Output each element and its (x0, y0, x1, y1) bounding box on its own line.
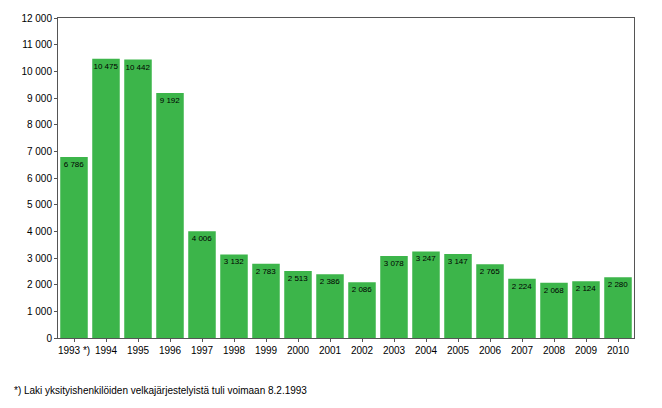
svg-text:1 000: 1 000 (27, 306, 52, 317)
svg-text:3 147: 3 147 (448, 257, 469, 266)
svg-text:8 000: 8 000 (27, 119, 52, 130)
svg-text:3 000: 3 000 (27, 253, 52, 264)
svg-text:1997: 1997 (191, 345, 214, 356)
svg-text:2 124: 2 124 (576, 284, 597, 293)
svg-text:2006: 2006 (479, 345, 502, 356)
svg-text:0: 0 (46, 333, 52, 344)
svg-text:1999: 1999 (255, 345, 278, 356)
svg-text:7 000: 7 000 (27, 146, 52, 157)
svg-text:1993 *): 1993 *) (58, 345, 90, 356)
svg-text:3 247: 3 247 (416, 254, 437, 263)
svg-text:9 000: 9 000 (27, 93, 52, 104)
svg-text:9 192: 9 192 (160, 96, 181, 105)
svg-text:12 000: 12 000 (21, 13, 52, 24)
svg-text:2000: 2000 (287, 345, 310, 356)
svg-text:2 086: 2 086 (352, 285, 373, 294)
svg-text:2005: 2005 (447, 345, 470, 356)
svg-text:4 006: 4 006 (192, 234, 213, 243)
svg-text:1996: 1996 (159, 345, 182, 356)
svg-text:6 786: 6 786 (64, 160, 85, 169)
svg-text:2 000: 2 000 (27, 279, 52, 290)
svg-text:*) Laki yksityishenkilöiden ve: *) Laki yksityishenkilöiden velkajärjest… (14, 385, 307, 396)
svg-text:1995: 1995 (127, 345, 150, 356)
svg-text:2001: 2001 (319, 345, 342, 356)
svg-text:3 078: 3 078 (384, 259, 405, 268)
svg-text:5 000: 5 000 (27, 199, 52, 210)
svg-text:2002: 2002 (351, 345, 374, 356)
svg-text:1998: 1998 (223, 345, 246, 356)
svg-text:2 224: 2 224 (512, 282, 533, 291)
svg-text:3 132: 3 132 (224, 257, 245, 266)
svg-text:2009: 2009 (575, 345, 598, 356)
svg-text:4 000: 4 000 (27, 226, 52, 237)
svg-text:2 513: 2 513 (288, 274, 309, 283)
svg-text:10 475: 10 475 (93, 62, 118, 71)
svg-text:10 000: 10 000 (21, 66, 52, 77)
svg-text:2007: 2007 (511, 345, 534, 356)
svg-text:11 000: 11 000 (22, 39, 52, 50)
svg-text:2008: 2008 (543, 345, 566, 356)
svg-text:2 765: 2 765 (480, 267, 501, 276)
svg-text:2 783: 2 783 (256, 267, 277, 276)
svg-text:2 280: 2 280 (608, 280, 629, 289)
svg-text:10 442: 10 442 (125, 63, 150, 72)
svg-text:6 000: 6 000 (27, 173, 52, 184)
svg-text:2 386: 2 386 (320, 277, 341, 286)
svg-text:2004: 2004 (415, 345, 438, 356)
svg-text:2 068: 2 068 (544, 286, 565, 295)
svg-text:2003: 2003 (383, 345, 406, 356)
svg-text:2010: 2010 (607, 345, 630, 356)
svg-text:1994: 1994 (95, 345, 118, 356)
